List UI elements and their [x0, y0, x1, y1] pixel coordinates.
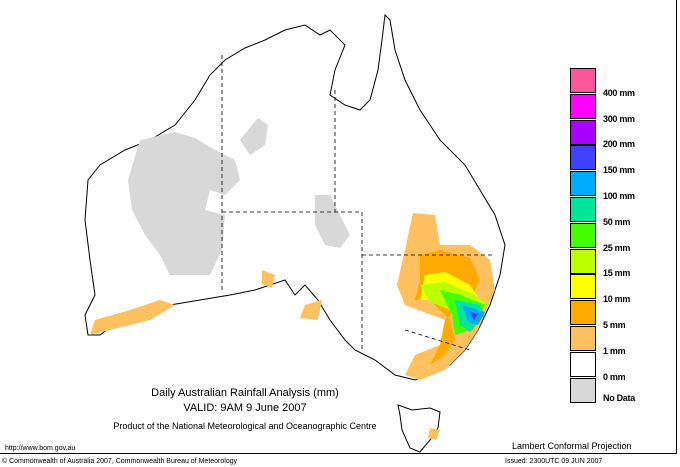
- tasmania: [397, 404, 441, 453]
- legend-label: 50 mm: [603, 216, 631, 227]
- projection-label: Lambert Conformal Projection: [512, 441, 632, 451]
- legend-swatch: [570, 351, 596, 377]
- legend-swatch: [570, 171, 596, 197]
- state-borders: [221, 55, 492, 351]
- legend-swatch: [570, 222, 596, 248]
- legend-label: 1 mm: [603, 345, 626, 356]
- valid-date: VALID: 9AM 9 June 2007: [183, 402, 307, 414]
- legend-label: 25 mm: [603, 242, 631, 253]
- copyright: © Commonwealth of Australia 2007, Common…: [2, 458, 238, 465]
- legend-label: 300 mm: [603, 113, 635, 124]
- legend-swatch: [570, 93, 596, 119]
- legend-label: 0 mm: [603, 371, 626, 382]
- legend-swatch: [570, 248, 596, 274]
- map-title: Daily Australian Rainfall Analysis (mm): [151, 387, 339, 399]
- legend-swatch: [570, 377, 596, 403]
- legend-swatch: [570, 274, 596, 300]
- legend-label: 100 mm: [603, 191, 635, 201]
- legend-label: 5 mm: [603, 320, 626, 330]
- legend-swatch: [570, 68, 596, 93]
- legend-swatch: [570, 197, 596, 222]
- legend-swatch: [570, 300, 596, 326]
- legend-label: 15 mm: [603, 268, 631, 279]
- issued-time: Issued: 2300UTC 09 JUN 2007: [505, 458, 603, 465]
- map-frame: [0, 0, 677, 454]
- legend-label: 10 mm: [603, 294, 631, 305]
- legend-swatch: [570, 145, 596, 171]
- legend-swatch: [570, 119, 596, 145]
- no-data-areas: [128, 118, 350, 275]
- url-link[interactable]: http://www.bom.gov.au: [5, 445, 76, 452]
- legend-label: 200 mm: [603, 139, 635, 150]
- legend-label: 150 mm: [603, 165, 635, 176]
- legend-swatch: [570, 326, 596, 351]
- product-text: Product of the National Meteorological a…: [113, 421, 377, 431]
- legend-label: 400 mm: [603, 87, 635, 98]
- legend-label: No Data: [603, 392, 635, 403]
